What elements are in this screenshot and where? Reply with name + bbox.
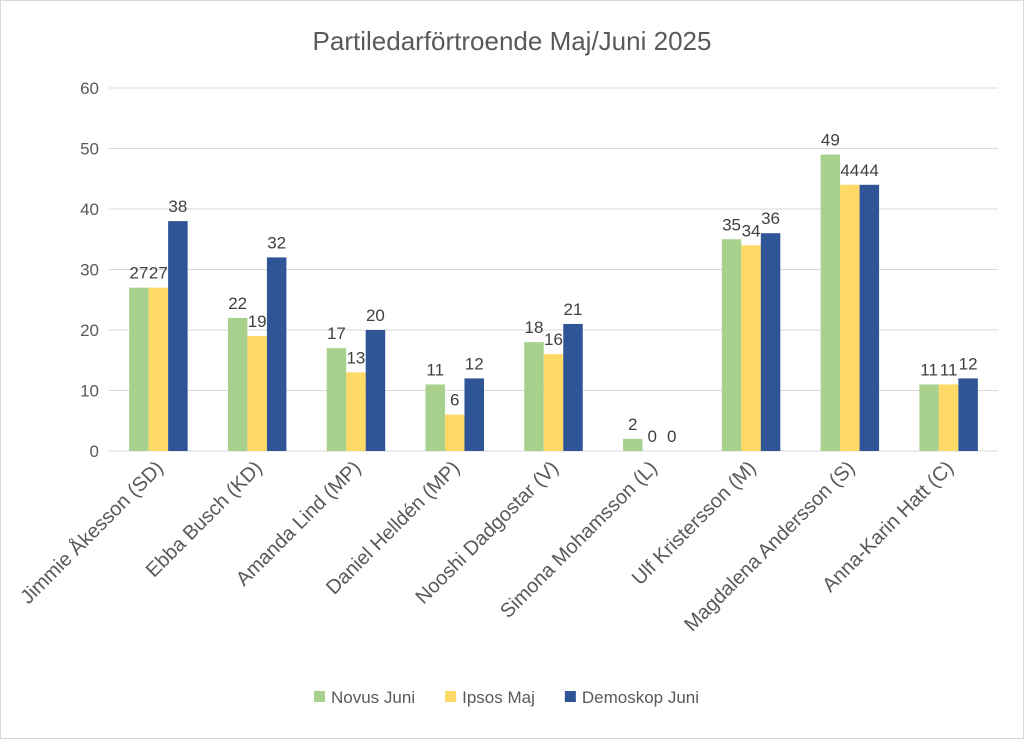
bar [919, 384, 939, 451]
legend-swatch [445, 691, 457, 702]
data-label: 21 [564, 300, 583, 319]
data-label: 18 [525, 318, 544, 337]
bar [543, 354, 564, 451]
data-label: 2 [628, 415, 637, 434]
bar [859, 184, 880, 452]
x-axis: Jimmie Åkesson (SD)Ebba Busch (KD)Amanda… [16, 456, 958, 636]
legend-swatch [564, 691, 576, 702]
bar [227, 317, 248, 451]
data-label: 44 [840, 161, 859, 180]
data-label: 49 [821, 131, 840, 150]
data-label: 17 [327, 324, 346, 343]
bar [840, 184, 860, 452]
bar [958, 378, 978, 451]
bar [444, 414, 465, 451]
data-label: 38 [168, 197, 187, 216]
data-label: 35 [722, 215, 741, 234]
x-tick-label: Jimmie Åkesson (SD) [16, 456, 168, 608]
bar [721, 239, 742, 451]
data-label: 27 [149, 264, 168, 283]
bar [563, 323, 583, 451]
data-label: 19 [248, 312, 267, 331]
y-tick-label: 50 [80, 140, 99, 159]
data-label: 12 [959, 354, 978, 373]
data-label: 0 [667, 427, 676, 446]
data-label: 34 [742, 221, 761, 240]
bar [623, 438, 643, 451]
bar [524, 342, 544, 451]
data-label: 6 [450, 391, 459, 410]
bar [168, 221, 188, 451]
bar [266, 257, 287, 451]
y-tick-label: 20 [80, 321, 99, 340]
bar [346, 372, 366, 451]
bar [148, 287, 169, 451]
bar [326, 348, 347, 451]
bar [820, 154, 841, 452]
data-label: 12 [465, 354, 484, 373]
bar [464, 378, 484, 451]
data-label: 16 [544, 330, 563, 349]
bars [129, 154, 978, 452]
data-label: 11 [920, 360, 938, 379]
chart-title: Partiledarförtroende Maj/Juni 2025 [313, 26, 712, 56]
x-tick-label: Magdalena Andersson (S) [680, 457, 859, 636]
bar [247, 336, 267, 451]
data-label: 0 [648, 427, 657, 446]
y-tick-label: 60 [80, 79, 99, 98]
bar [365, 330, 386, 451]
y-tick-label: 40 [80, 200, 99, 219]
legend-entry: Novus Juni [331, 688, 415, 707]
bar [741, 245, 761, 451]
bar [425, 384, 445, 451]
data-label: 11 [940, 360, 958, 379]
data-label: 11 [426, 360, 444, 379]
y-axis: 0 10 20 30 40 50 60 [80, 79, 99, 461]
bar [760, 233, 781, 451]
legend-swatch [314, 691, 325, 702]
y-tick-label: 0 [90, 442, 99, 461]
bar [938, 384, 959, 451]
data-label: 22 [228, 294, 247, 313]
data-label: 32 [267, 233, 286, 252]
y-tick-label: 30 [80, 261, 99, 280]
data-label: 44 [860, 161, 879, 180]
x-tick-label: Simona Mohamsson (L) [496, 457, 662, 623]
legend: Novus Juni Ipsos Maj Demoskop Juni [314, 688, 699, 707]
y-tick-label: 10 [80, 382, 99, 401]
bar [129, 287, 149, 451]
legend-entry: Demoskop Juni [582, 688, 699, 707]
data-label: 36 [761, 209, 780, 228]
data-label: 20 [366, 306, 385, 325]
legend-entry: Ipsos Maj [462, 688, 535, 707]
data-label: 27 [129, 264, 148, 283]
data-label: 13 [346, 348, 365, 367]
